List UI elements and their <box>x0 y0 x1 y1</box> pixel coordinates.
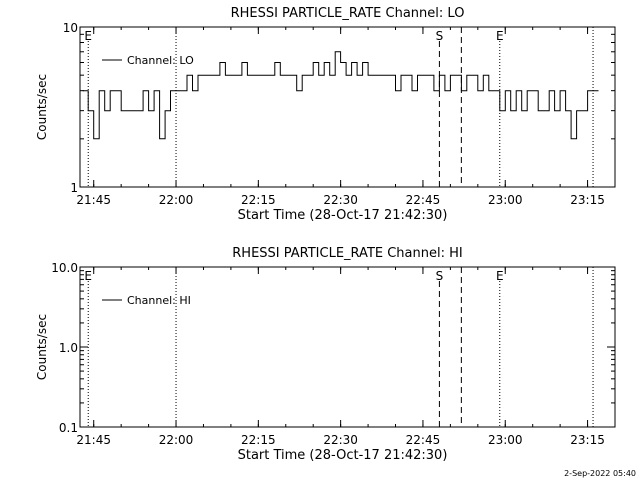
legend-entry: Channel: LO <box>127 54 194 67</box>
event-marker-label: S <box>436 269 444 283</box>
x-tick-label: 22:45 <box>406 433 441 447</box>
footer-timestamp: 2-Sep-2022 05:40 <box>564 469 636 478</box>
series-line-channel-lo <box>82 51 599 140</box>
x-axis-label: Start Time (28-Oct-17 21:42:30) <box>238 448 448 463</box>
x-tick-label: 22:30 <box>323 193 358 207</box>
y-axis-label: Counts/sec <box>35 314 49 380</box>
plot-frame <box>79 26 616 188</box>
panel-title: RHESSI PARTICLE_RATE Channel: LO <box>231 6 465 21</box>
x-tick-label: 22:15 <box>241 193 276 207</box>
event-marker-label: E <box>84 29 92 43</box>
legend-entry: Channel: HI <box>127 294 191 307</box>
y-tick-label: 10.0 <box>51 261 78 275</box>
x-tick-label: 23:15 <box>570 433 605 447</box>
y-tick-label: 0.1 <box>59 421 78 435</box>
event-marker-label: E <box>496 269 504 283</box>
y-axis-label: Counts/sec <box>35 74 49 140</box>
x-tick-label: 22:00 <box>159 193 194 207</box>
x-tick-label: 22:30 <box>323 433 358 447</box>
x-tick-label: 23:00 <box>488 193 523 207</box>
x-axis-label: Start Time (28-Oct-17 21:42:30) <box>238 208 448 223</box>
event-marker-label: E <box>496 29 504 43</box>
event-marker-label: E <box>84 269 92 283</box>
x-tick-label: 21:45 <box>76 433 111 447</box>
x-tick-label: 23:00 <box>488 433 523 447</box>
x-tick-label: 21:45 <box>76 193 111 207</box>
x-tick-label: 23:15 <box>570 193 605 207</box>
x-tick-label: 22:00 <box>159 433 194 447</box>
panel-title: RHESSI PARTICLE_RATE Channel: HI <box>232 246 462 261</box>
y-tick-label: 10 <box>63 21 78 35</box>
y-tick-label: 1 <box>70 181 78 195</box>
event-marker-label: S <box>436 29 444 43</box>
x-tick-label: 22:15 <box>241 433 276 447</box>
y-tick-label: 1.0 <box>59 341 78 355</box>
x-tick-label: 22:45 <box>406 193 441 207</box>
